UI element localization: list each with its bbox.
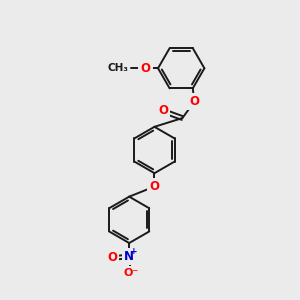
Text: N: N — [124, 250, 134, 263]
Text: CH₃: CH₃ — [107, 63, 128, 73]
Text: O: O — [189, 95, 199, 108]
Text: +: + — [130, 248, 137, 256]
Text: O⁻: O⁻ — [123, 268, 138, 278]
Text: O: O — [107, 251, 117, 264]
Text: O: O — [149, 180, 160, 193]
Text: O: O — [140, 62, 151, 75]
Text: O: O — [158, 104, 168, 117]
